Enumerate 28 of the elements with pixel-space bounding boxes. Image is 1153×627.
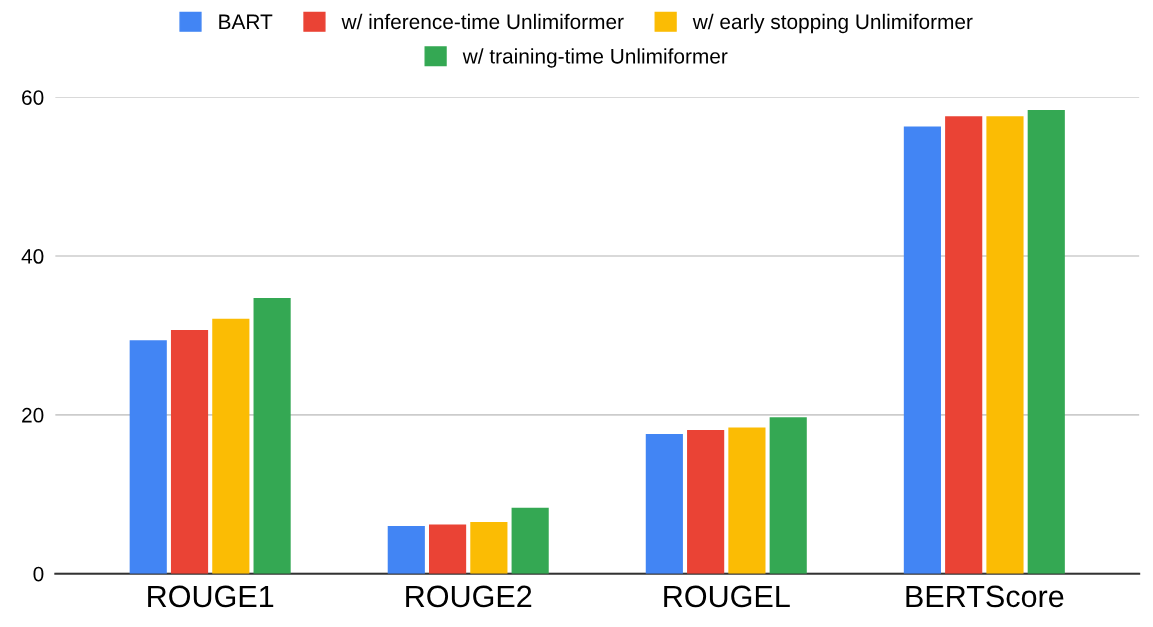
x-tick-label: ROUGE2: [406, 585, 532, 608]
bar: [170, 329, 209, 574]
bar: [429, 524, 467, 574]
x-tick-label: ROUGEL: [664, 585, 790, 608]
legend-label: w/ training-time Unlimiformer: [462, 48, 728, 68]
bar: [129, 340, 167, 574]
x-tick-label: ROUGE1: [148, 585, 274, 608]
y-tick-label: 20: [22, 407, 44, 423]
bar: [511, 507, 549, 574]
bar: [470, 522, 508, 574]
bar: [645, 433, 683, 574]
bar: [769, 417, 807, 574]
bar: [945, 116, 983, 574]
legend-label: w/ early stopping Unlimiformer: [692, 13, 973, 34]
bar: [687, 429, 725, 574]
bar: [903, 126, 941, 574]
legend-label: BART: [219, 14, 273, 29]
bar: [212, 318, 250, 574]
y-tick-label: 0: [33, 566, 44, 582]
x-tick-label: BERTScore: [906, 585, 1064, 608]
bar: [253, 298, 291, 574]
legend-label: w/ inference-time Unlimiformer: [341, 13, 624, 30]
y-tick-label: 40: [21, 249, 44, 264]
bar: [986, 116, 1024, 574]
y-tick-label: 60: [22, 90, 44, 105]
bar: [728, 427, 766, 574]
bar: [387, 526, 425, 574]
bar: [1027, 109, 1065, 574]
